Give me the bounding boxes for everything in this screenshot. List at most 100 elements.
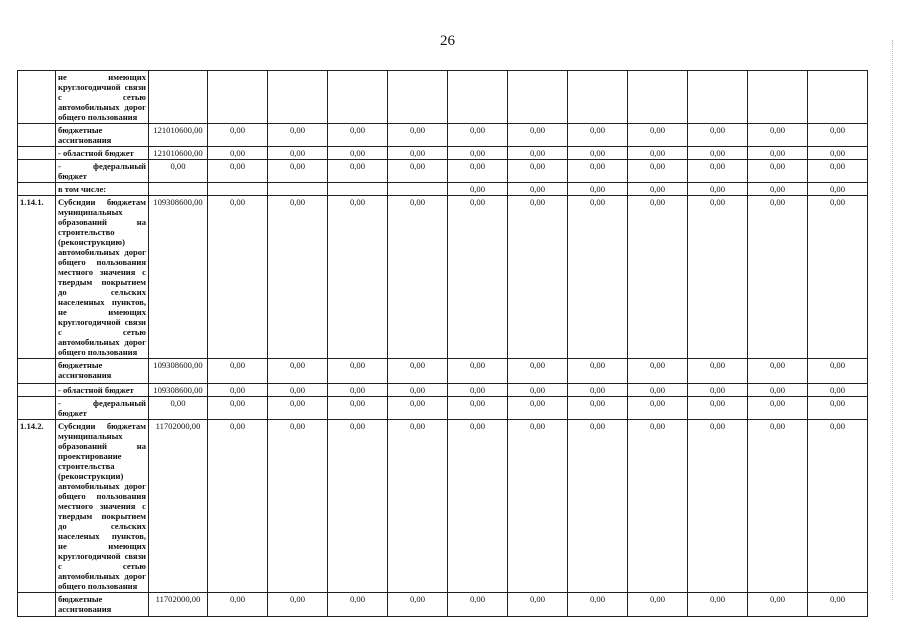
value-cell <box>747 70 808 124</box>
value-cell: 0,00 <box>267 146 328 160</box>
value-cell: 0,00 <box>627 182 688 196</box>
value-cell: 0,00 <box>507 182 568 196</box>
value-cell: 0,00 <box>447 383 508 397</box>
table-row: - областной бюджет 121010600,00 0,00 0,00 0,… <box>17 146 868 160</box>
value-cell: 0,00 <box>507 396 568 420</box>
value-cell: 0,00 <box>627 396 688 420</box>
row-description: в том числе: <box>55 182 149 196</box>
row-code <box>17 358 56 384</box>
value-cell: 0,00 <box>507 419 568 593</box>
row-description: - федеральный бюджет <box>55 396 149 420</box>
value-cell <box>387 182 448 196</box>
value-cell: 0,00 <box>687 195 748 359</box>
value-cell: 0,00 <box>627 159 688 183</box>
value-cell: 0,00 <box>687 182 748 196</box>
value-cell: 0,00 <box>447 123 508 147</box>
value-cell <box>807 70 868 124</box>
row-code <box>17 396 56 420</box>
value-cell: 0,00 <box>747 146 808 160</box>
row-description: не имеющих круглогодичной связи с сетью … <box>55 70 149 124</box>
value-cell: 0,00 <box>687 358 748 384</box>
value-cell <box>507 70 568 124</box>
value-cell: 0,00 <box>567 396 628 420</box>
value-cell: 0,00 <box>207 123 268 147</box>
value-cell: 0,00 <box>447 195 508 359</box>
value-cell: 0,00 <box>207 146 268 160</box>
row-code <box>17 146 56 160</box>
value-cell: 0,00 <box>507 383 568 397</box>
value-cell <box>447 70 508 124</box>
value-cell: 0,00 <box>747 123 808 147</box>
value-cell: 0,00 <box>627 146 688 160</box>
row-description: бюджетные ассигнования <box>55 592 149 617</box>
value-cell: 0,00 <box>148 396 208 420</box>
value-cell: 0,00 <box>687 159 748 183</box>
value-cell: 0,00 <box>567 592 628 617</box>
value-cell: 0,00 <box>807 396 868 420</box>
value-cell: 0,00 <box>747 358 808 384</box>
value-cell: 0,00 <box>687 146 748 160</box>
value-cell: 0,00 <box>447 182 508 196</box>
value-cell: 0,00 <box>148 159 208 183</box>
value-cell: 0,00 <box>747 159 808 183</box>
table-row: - федеральный бюджет 0,00 0,00 0,00 0,00 0,00… <box>17 159 868 183</box>
value-cell: 121010600,00 <box>148 123 208 147</box>
value-cell: 0,00 <box>687 383 748 397</box>
value-cell: 0,00 <box>207 159 268 183</box>
value-cell: 0,00 <box>507 592 568 617</box>
value-cell: 0,00 <box>447 419 508 593</box>
value-cell <box>267 70 328 124</box>
value-cell: 0,00 <box>327 419 388 593</box>
value-cell: 0,00 <box>207 592 268 617</box>
value-cell <box>148 70 208 124</box>
value-cell: 0,00 <box>567 182 628 196</box>
value-cell: 0,00 <box>387 396 448 420</box>
value-cell: 109308600,00 <box>148 383 208 397</box>
value-cell: 0,00 <box>627 358 688 384</box>
value-cell: 0,00 <box>567 159 628 183</box>
row-code <box>17 383 56 397</box>
value-cell: 0,00 <box>267 123 328 147</box>
value-cell: 0,00 <box>747 182 808 196</box>
value-cell: 0,00 <box>807 182 868 196</box>
value-cell <box>327 70 388 124</box>
value-cell: 0,00 <box>807 419 868 593</box>
value-cell: 0,00 <box>387 383 448 397</box>
value-cell: 0,00 <box>747 419 808 593</box>
value-cell: 0,00 <box>747 592 808 617</box>
value-cell: 0,00 <box>267 592 328 617</box>
value-cell: 11702000,00 <box>148 592 208 617</box>
value-cell: 0,00 <box>507 146 568 160</box>
row-description: бюджетные ассигнования <box>55 358 149 384</box>
value-cell: 0,00 <box>267 358 328 384</box>
value-cell: 0,00 <box>327 592 388 617</box>
value-cell: 0,00 <box>327 358 388 384</box>
row-code <box>17 592 56 617</box>
value-cell: 0,00 <box>327 123 388 147</box>
value-cell: 0,00 <box>507 195 568 359</box>
value-cell: 121010600,00 <box>148 146 208 160</box>
row-description: - федеральный бюджет <box>55 159 149 183</box>
value-cell: 0,00 <box>627 419 688 593</box>
value-cell <box>207 70 268 124</box>
table-row: - областной бюджет 109308600,00 0,00 0,00 0,… <box>17 383 868 397</box>
value-cell: 0,00 <box>567 195 628 359</box>
value-cell: 109308600,00 <box>148 358 208 384</box>
value-cell: 0,00 <box>567 146 628 160</box>
table-row: 1.14.2. Субсидии бюджетам муниципальных о… <box>17 419 868 593</box>
value-cell: 0,00 <box>567 358 628 384</box>
value-cell <box>267 182 328 196</box>
value-cell: 0,00 <box>387 592 448 617</box>
value-cell: 0,00 <box>747 383 808 397</box>
value-cell: 0,00 <box>687 419 748 593</box>
value-cell: 0,00 <box>807 592 868 617</box>
value-cell: 0,00 <box>627 592 688 617</box>
value-cell: 0,00 <box>807 123 868 147</box>
row-code: 1.14.1. <box>17 195 56 359</box>
row-description: Субсидии бюджетам муниципальных образова… <box>55 195 149 359</box>
value-cell: 0,00 <box>807 159 868 183</box>
value-cell: 0,00 <box>207 383 268 397</box>
value-cell: 0,00 <box>327 383 388 397</box>
value-cell: 0,00 <box>567 123 628 147</box>
value-cell: 0,00 <box>807 195 868 359</box>
